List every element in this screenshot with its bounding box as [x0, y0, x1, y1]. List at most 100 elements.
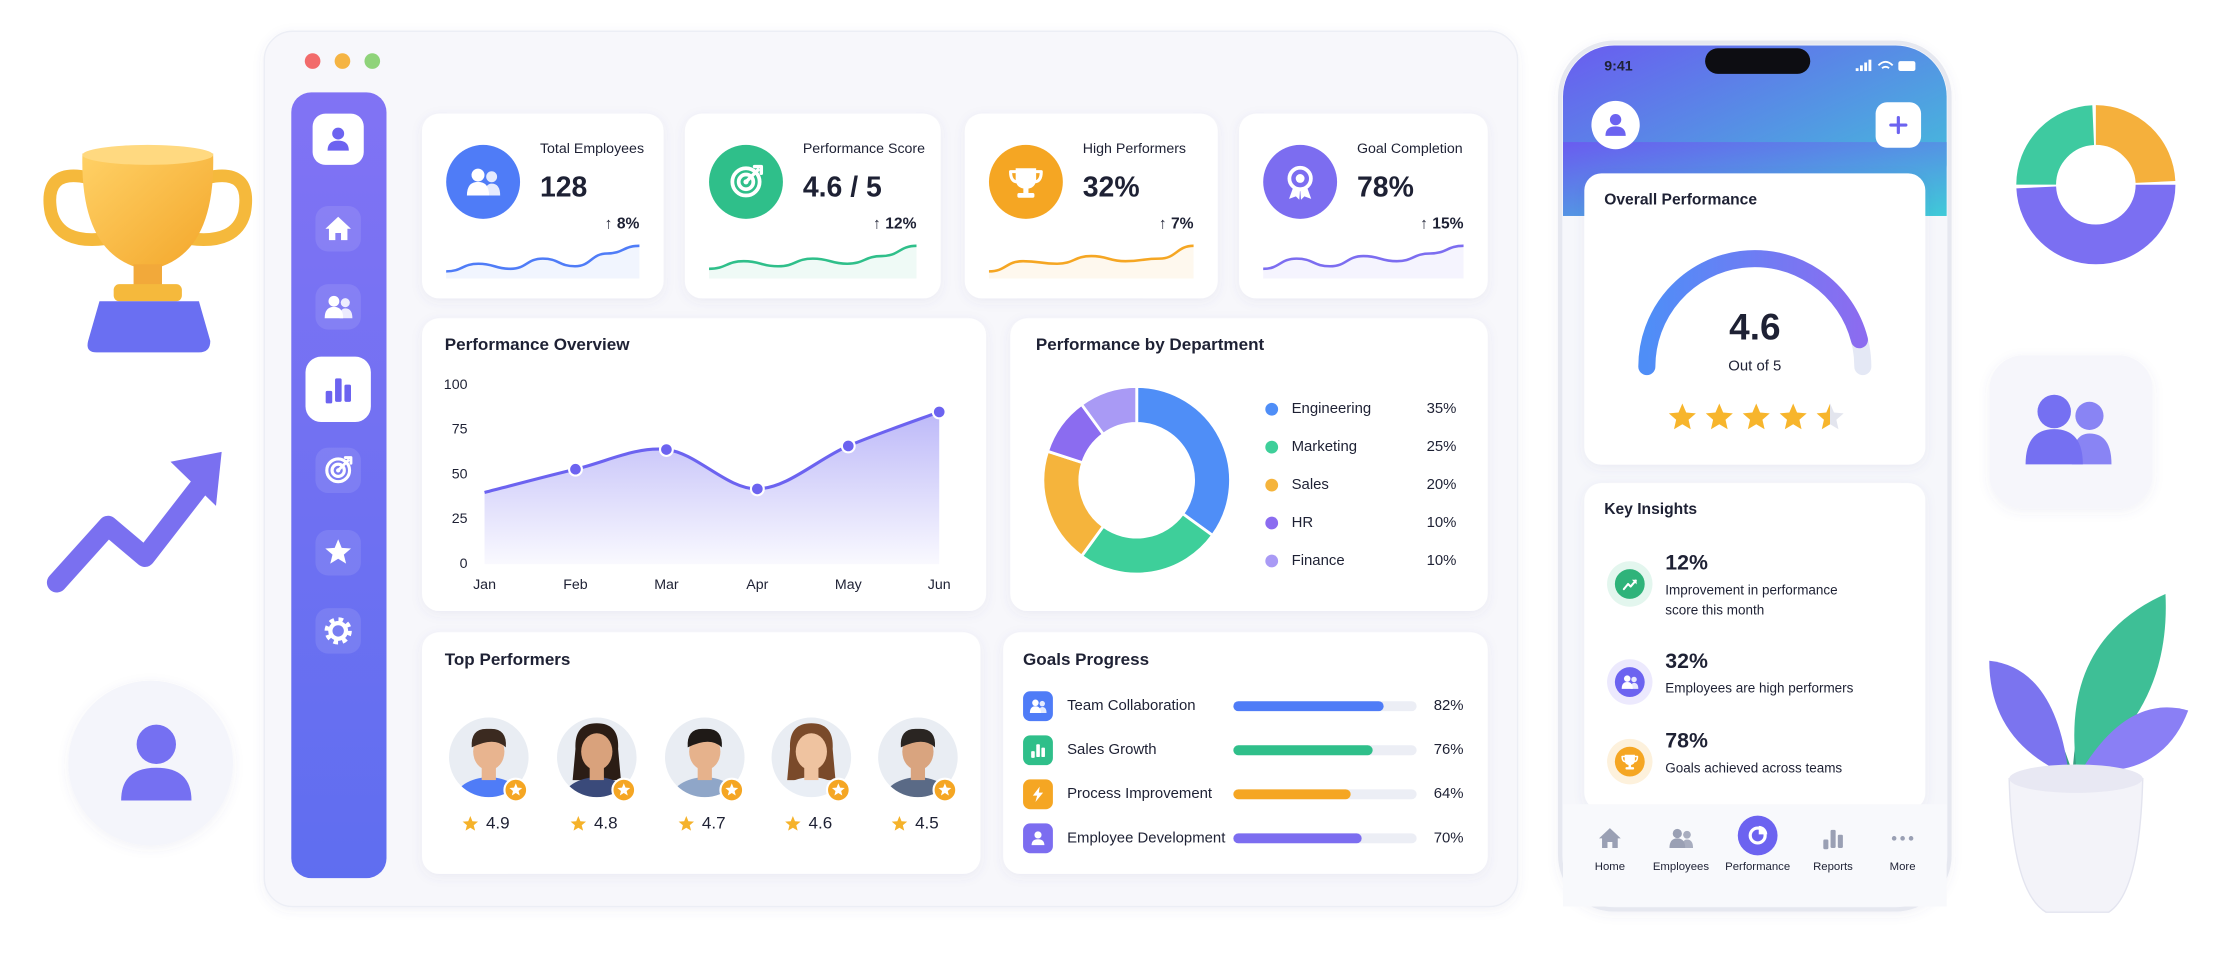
- icon-bolt: [1032, 786, 1044, 802]
- icon-part: [1672, 828, 1682, 839]
- icon-part: [325, 216, 351, 241]
- insights-card: Key Insights 12% Improvement in performanc…: [1584, 483, 1926, 810]
- x-tick-label: Apr: [746, 577, 768, 593]
- icon-user: [121, 724, 192, 801]
- icon-part: [340, 298, 350, 308]
- icon-user[interactable]: [327, 127, 349, 151]
- trend-arrow: [46, 477, 209, 593]
- icon-star: [785, 816, 801, 831]
- insight-text: Employees are high performers: [1665, 681, 1853, 696]
- icon-part: [1031, 839, 1045, 846]
- icon-part: [509, 783, 523, 796]
- nav-label[interactable]: Employees: [1653, 861, 1710, 873]
- icon-gear[interactable]: [324, 617, 352, 645]
- icon-part: [1017, 192, 1035, 198]
- goal-label: Employee Development: [1067, 830, 1226, 846]
- nav-label[interactable]: Performance: [1725, 861, 1790, 873]
- icon-part: [1029, 706, 1041, 714]
- kpi-card: Performance Score 4.6 / 5 ↑ 12%: [684, 113, 941, 299]
- icon-user[interactable]: [1605, 113, 1626, 136]
- card-title: Overall Performance: [1604, 191, 1757, 208]
- icon-dots[interactable]: [1891, 836, 1914, 841]
- sparkline-area: [446, 245, 640, 279]
- goal-bar: [1233, 833, 1362, 844]
- rating-star-shape: [1816, 403, 1844, 430]
- legend-label: Sales: [1292, 477, 1329, 493]
- icon-home[interactable]: [325, 216, 351, 241]
- icon-part: [336, 456, 353, 472]
- goal-label: Sales Growth: [1067, 742, 1156, 758]
- sparkline-area: [988, 245, 1194, 279]
- pot: [2008, 777, 2144, 913]
- icon-part: [1683, 830, 1691, 839]
- top-performers: Top Performers 4.9 4.8 4.7 4.6 4.5: [422, 632, 981, 874]
- notch: [1705, 48, 1811, 74]
- icon-part: [1041, 747, 1045, 758]
- insight-value: 78%: [1665, 728, 1708, 752]
- icon-trophy: [1009, 168, 1043, 198]
- icon-part: [570, 816, 587, 831]
- icon-part: [1900, 836, 1905, 841]
- window-dot[interactable]: [364, 53, 381, 69]
- card: [1584, 483, 1926, 810]
- rating-star: [1742, 403, 1770, 430]
- icon-chart[interactable]: [1823, 829, 1843, 850]
- rating-star: [1705, 403, 1733, 430]
- window-dot[interactable]: [304, 53, 321, 69]
- icon-pie[interactable]: [1748, 825, 1768, 845]
- rating-star-shape: [1705, 403, 1733, 430]
- icon-part: [1032, 786, 1044, 802]
- icon-star: [678, 816, 695, 831]
- window-dot[interactable]: [334, 53, 351, 69]
- legend-value: 10%: [1427, 553, 1457, 569]
- icon-star: [831, 783, 845, 796]
- icon-star[interactable]: [325, 539, 352, 564]
- sparkline: [446, 244, 640, 273]
- icon-star: [617, 783, 631, 796]
- icon-part: [1758, 825, 1768, 835]
- rating-star: [1816, 403, 1844, 430]
- y-tick-label: 100: [444, 377, 468, 393]
- icon-users[interactable]: [324, 295, 353, 319]
- nav-button[interactable]: [315, 608, 361, 654]
- icon-part: [324, 306, 344, 319]
- trophy-rim: [82, 144, 214, 165]
- kpi-title: Goal Completion: [1357, 141, 1463, 157]
- icon-part: [1889, 123, 1908, 127]
- icon-target[interactable]: [325, 456, 353, 484]
- status-time: 9:41: [1604, 59, 1633, 75]
- avatar-face: [795, 733, 827, 771]
- kpi-change: ↑ 15%: [1420, 216, 1464, 233]
- x-tick-label: Jan: [473, 577, 496, 593]
- icon-chart[interactable]: [325, 378, 351, 404]
- nav-button[interactable]: [315, 284, 361, 330]
- icon-users[interactable]: [1669, 828, 1694, 848]
- icon-part: [831, 783, 845, 796]
- nav-active-bg[interactable]: [1737, 815, 1778, 856]
- icon-part: [1628, 764, 1632, 768]
- rating-star-shape: [1668, 403, 1696, 430]
- kpi-card: Total Employees 128 ↑ 8%: [422, 113, 664, 299]
- icon-part: [785, 816, 801, 831]
- kpi-icon-bg: [446, 144, 521, 219]
- phone: 9:41 Overall Performance 4.6 Out of 5 Key In…: [1558, 40, 1952, 912]
- donut-chart: Performance by Department Engineering 35% M…: [1010, 318, 1488, 611]
- nav-label[interactable]: Home: [1595, 861, 1625, 873]
- kpi-change: ↑ 7%: [1159, 216, 1194, 233]
- legend-label: Engineering: [1292, 401, 1372, 417]
- nav-label[interactable]: Reports: [1813, 861, 1853, 873]
- bottom-nav: Home Employees Performance Reports More: [1595, 815, 1916, 873]
- icon-part: [1621, 755, 1639, 763]
- icon-part: [1621, 682, 1633, 689]
- nav-label[interactable]: More: [1890, 861, 1916, 873]
- icon-home[interactable]: [1599, 828, 1621, 848]
- icon-part: [332, 127, 345, 140]
- icon-plus[interactable]: [1889, 115, 1908, 135]
- users-tile: [1989, 355, 2153, 509]
- avatar-ring: [446, 714, 532, 800]
- icon-star: [725, 783, 739, 796]
- line-point: [931, 404, 947, 420]
- icon-part: [325, 390, 333, 404]
- icon-star: [891, 816, 908, 831]
- avatar-ring: [554, 714, 640, 800]
